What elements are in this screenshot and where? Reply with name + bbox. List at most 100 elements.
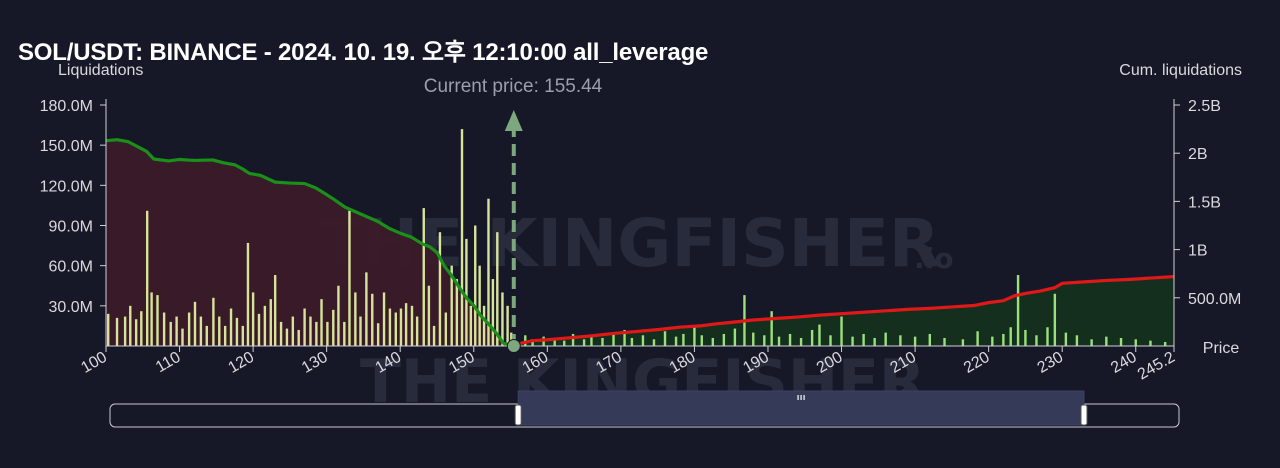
liquidation-bar xyxy=(1024,329,1027,346)
liquidation-bar xyxy=(450,265,453,346)
liquidation-bar xyxy=(601,337,604,346)
liquidation-bar xyxy=(218,316,221,346)
liquidation-bar xyxy=(487,198,490,346)
liquidation-bar xyxy=(115,317,119,346)
liquidation-bar xyxy=(770,311,773,346)
liquidation-bar xyxy=(623,329,626,346)
liquidation-bar xyxy=(976,331,979,346)
x-tick-label: 130 xyxy=(299,349,331,377)
cum-short-fill xyxy=(106,139,514,346)
liquidation-bar xyxy=(478,265,481,346)
current-price-arrow-icon xyxy=(504,110,523,131)
liquidation-bar xyxy=(799,337,803,346)
liquidation-bar xyxy=(326,321,329,346)
x-tick-label: 220 xyxy=(961,349,993,377)
liquidation-bar xyxy=(1002,333,1005,346)
liquidation-bar xyxy=(107,313,110,346)
liquidation-bar xyxy=(134,319,138,346)
liquidation-bar xyxy=(320,299,323,346)
liquidation-bar xyxy=(193,301,197,346)
liquidation-bar xyxy=(1075,335,1079,346)
liquidation-bar xyxy=(223,325,227,346)
liquidation-bar xyxy=(913,336,917,346)
liquidation-bar xyxy=(652,339,656,346)
liquidation-bar xyxy=(1105,336,1108,346)
liquidation-bar xyxy=(279,321,283,346)
x-tick-label: 100 xyxy=(78,349,110,377)
liquidation-bar xyxy=(205,325,208,346)
liquidation-bar xyxy=(303,308,306,346)
liquidation-bar xyxy=(752,332,755,346)
cum-long-line xyxy=(513,274,1175,348)
liquidation-bar xyxy=(140,311,143,346)
liquidation-bar xyxy=(1090,339,1093,346)
liquidation-bar xyxy=(590,335,593,346)
liquidation-bar xyxy=(382,292,386,346)
liquidation-bar xyxy=(285,328,289,346)
x-tick-label: 120 xyxy=(225,349,257,377)
liquidation-bar xyxy=(371,293,374,346)
liquidation-bar xyxy=(1053,293,1057,346)
liquidation-bar xyxy=(943,337,946,346)
liquidation-bar xyxy=(1046,327,1049,346)
current-price-marker xyxy=(504,110,523,353)
liquidation-bar xyxy=(241,325,245,346)
liquidation-bar xyxy=(337,285,340,346)
liquidation-bar xyxy=(150,292,153,346)
liquidation-bar xyxy=(884,332,887,346)
liquidation-bar xyxy=(674,336,678,346)
x-tick-label: 110 xyxy=(153,349,184,377)
liquidation-bar xyxy=(263,305,267,346)
liquidation-bar xyxy=(365,272,368,346)
liquidation-bar xyxy=(862,333,865,346)
x-tick-label: 245.2 xyxy=(1135,349,1178,384)
liquidation-bar xyxy=(181,328,184,346)
liquidation-bar xyxy=(840,316,843,346)
liquidation-bar xyxy=(404,303,408,346)
y-tick-label: 150.0M xyxy=(40,138,93,155)
liquidation-bar xyxy=(553,337,556,346)
liquidation-bar xyxy=(145,210,149,346)
liquidation-bar xyxy=(129,305,132,346)
liquidation-bar xyxy=(199,316,203,346)
liquidation-bar xyxy=(693,325,696,346)
liquidation-bar xyxy=(496,232,499,346)
liquidation-bar xyxy=(501,292,504,346)
liquidation-bar xyxy=(212,297,215,346)
liquidation-bar xyxy=(531,339,534,346)
liquidation-bar xyxy=(818,324,821,346)
liquidation-bar xyxy=(394,312,398,346)
liquidation-bar xyxy=(332,309,335,346)
liquidation-bar xyxy=(571,333,575,346)
liquidation-bar xyxy=(460,129,464,346)
liquidation-bar xyxy=(444,312,448,346)
y-tick-label: 90.0M xyxy=(49,219,93,236)
liquidation-bar xyxy=(297,329,300,346)
range-selector[interactable] xyxy=(109,390,1180,428)
range-handle-right[interactable] xyxy=(1080,404,1088,426)
liquidation-bar xyxy=(563,340,566,346)
liquidation-bar xyxy=(415,316,419,346)
y2-tick-label: 1.5B xyxy=(1188,194,1221,211)
liquidation-bar xyxy=(376,323,380,346)
liquidation-bar xyxy=(257,313,261,346)
liquidation-bar xyxy=(309,316,312,346)
liquidation-bar xyxy=(711,337,715,346)
liquidation-bar xyxy=(1035,335,1038,346)
liquidation-bar xyxy=(269,299,272,346)
range-handle-left[interactable] xyxy=(514,404,522,426)
liquidation-bar xyxy=(1119,337,1123,346)
liquidation-bar xyxy=(663,331,667,346)
y2-tick-label: 2B xyxy=(1188,146,1208,163)
liquidation-bar xyxy=(1134,339,1137,346)
liquidation-bar xyxy=(482,305,486,346)
current-price-dot xyxy=(506,339,521,353)
x-axis-title: Price xyxy=(1203,340,1240,357)
range-drag-grip-icon[interactable] xyxy=(797,395,805,400)
liquidation-bar xyxy=(873,337,876,346)
liquidation-bar xyxy=(175,316,178,346)
liquidation-bar xyxy=(156,295,159,346)
liquidation-bar xyxy=(899,335,902,346)
liquidation-bar xyxy=(700,335,703,346)
